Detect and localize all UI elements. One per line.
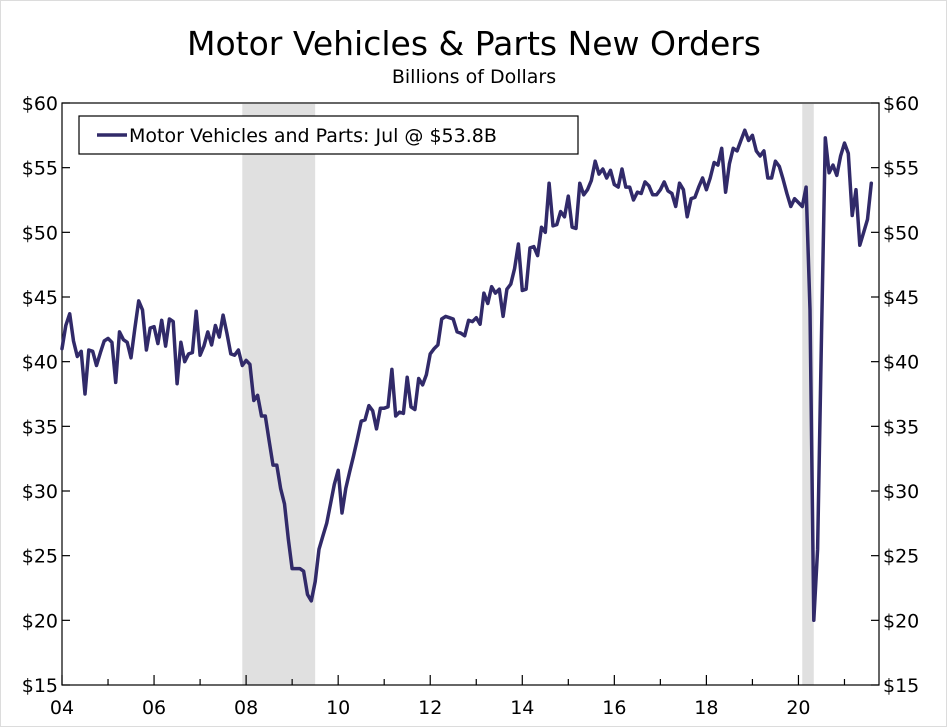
y-tick-label-right: $55: [883, 158, 919, 180]
x-tick-label: 14: [510, 697, 534, 719]
x-tick-label: 16: [602, 697, 626, 719]
y-tick-label-left: $45: [22, 287, 58, 309]
y-tick-label-right: $30: [883, 481, 919, 503]
axes: $15 $15 $20 $20 $25 $25 $30 $30 $35 $35 $40 $40 $45 $…: [22, 93, 920, 719]
y-tick-label-right: $20: [883, 610, 919, 632]
legend-label: Motor Vehicles and Parts: Jul @ $53.8B: [129, 125, 497, 147]
y-tick-label-left: $25: [22, 546, 58, 568]
x-tick-label: 06: [142, 697, 166, 719]
y-tick-label-left: $40: [22, 352, 58, 374]
series-line-1: [60, 128, 874, 623]
plot-frame: [61, 102, 880, 686]
y-tick-label-right: $25: [883, 546, 919, 568]
x-tick-label: 18: [694, 697, 718, 719]
x-tick-label: 12: [418, 697, 442, 719]
legend-box: [78, 115, 579, 155]
legend: Motor Vehicles and Parts: Jul @ $53.8B: [78, 115, 579, 155]
y-tick-label-left: $35: [22, 416, 58, 438]
x-tick-label: 04: [50, 697, 74, 719]
x-tick-label: 10: [326, 697, 350, 719]
y-tick-label-right: $35: [883, 416, 919, 438]
x-tick-label: 20: [786, 697, 810, 719]
y-tick-label-right: $60: [883, 93, 919, 115]
series-layer: [60, 128, 874, 623]
x-tick-label: 08: [234, 697, 258, 719]
y-tick-label-left: $55: [22, 158, 58, 180]
y-tick-label-left: $20: [22, 610, 58, 632]
y-tick-label-right: $40: [883, 352, 919, 374]
chart-subtitle: Billions of Dollars: [392, 66, 556, 88]
recession-band-2: [802, 104, 814, 685]
y-tick-label-left: $30: [22, 481, 58, 503]
chart-title: Motor Vehicles & Parts New Orders: [187, 24, 761, 63]
y-tick-label-left: $15: [22, 675, 58, 697]
y-tick-label-right: $45: [883, 287, 919, 309]
y-tick-label-right: $15: [883, 675, 919, 697]
y-tick-label-right: $50: [883, 222, 919, 244]
y-tick-label-left: $50: [22, 222, 58, 244]
y-tick-label-left: $60: [22, 93, 58, 115]
